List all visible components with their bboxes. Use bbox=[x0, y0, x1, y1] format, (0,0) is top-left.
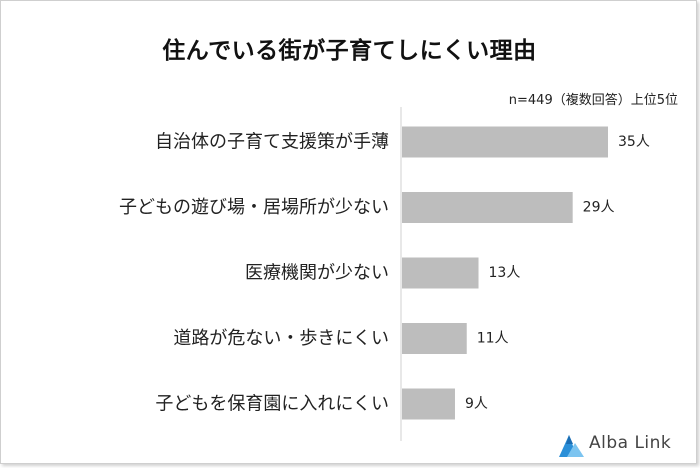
category-label-0: 自治体の子育て支援策が手薄 bbox=[155, 132, 389, 153]
bar-3 bbox=[402, 323, 467, 354]
value-label-0: 35人 bbox=[618, 134, 650, 150]
value-label-4: 9人 bbox=[465, 396, 488, 412]
alba-link-logo: Alba Link bbox=[557, 431, 687, 461]
bar-4 bbox=[402, 388, 455, 420]
category-label-1: 子どもの遊び場・居場所が少ない bbox=[119, 197, 389, 218]
alba-link-logo-text: Alba Link bbox=[589, 433, 672, 453]
bar-0 bbox=[402, 126, 608, 158]
bar-2 bbox=[402, 257, 479, 289]
category-label-3: 道路が危ない・歩きにくい bbox=[173, 328, 389, 349]
category-label-2: 医療機関が少ない bbox=[245, 263, 389, 284]
category-label-4: 子どもを保育園に入れにくい bbox=[155, 394, 389, 415]
value-label-2: 13人 bbox=[489, 265, 521, 281]
sample-note: n=449（複数回答）上位5位 bbox=[508, 93, 678, 108]
value-label-1: 29人 bbox=[583, 200, 615, 216]
alba-link-logo-icon bbox=[559, 435, 584, 457]
value-label-3: 11人 bbox=[477, 331, 509, 347]
chart-title: 住んでいる街が子育てしにくい理由 bbox=[162, 38, 537, 64]
bar-1 bbox=[402, 192, 573, 223]
